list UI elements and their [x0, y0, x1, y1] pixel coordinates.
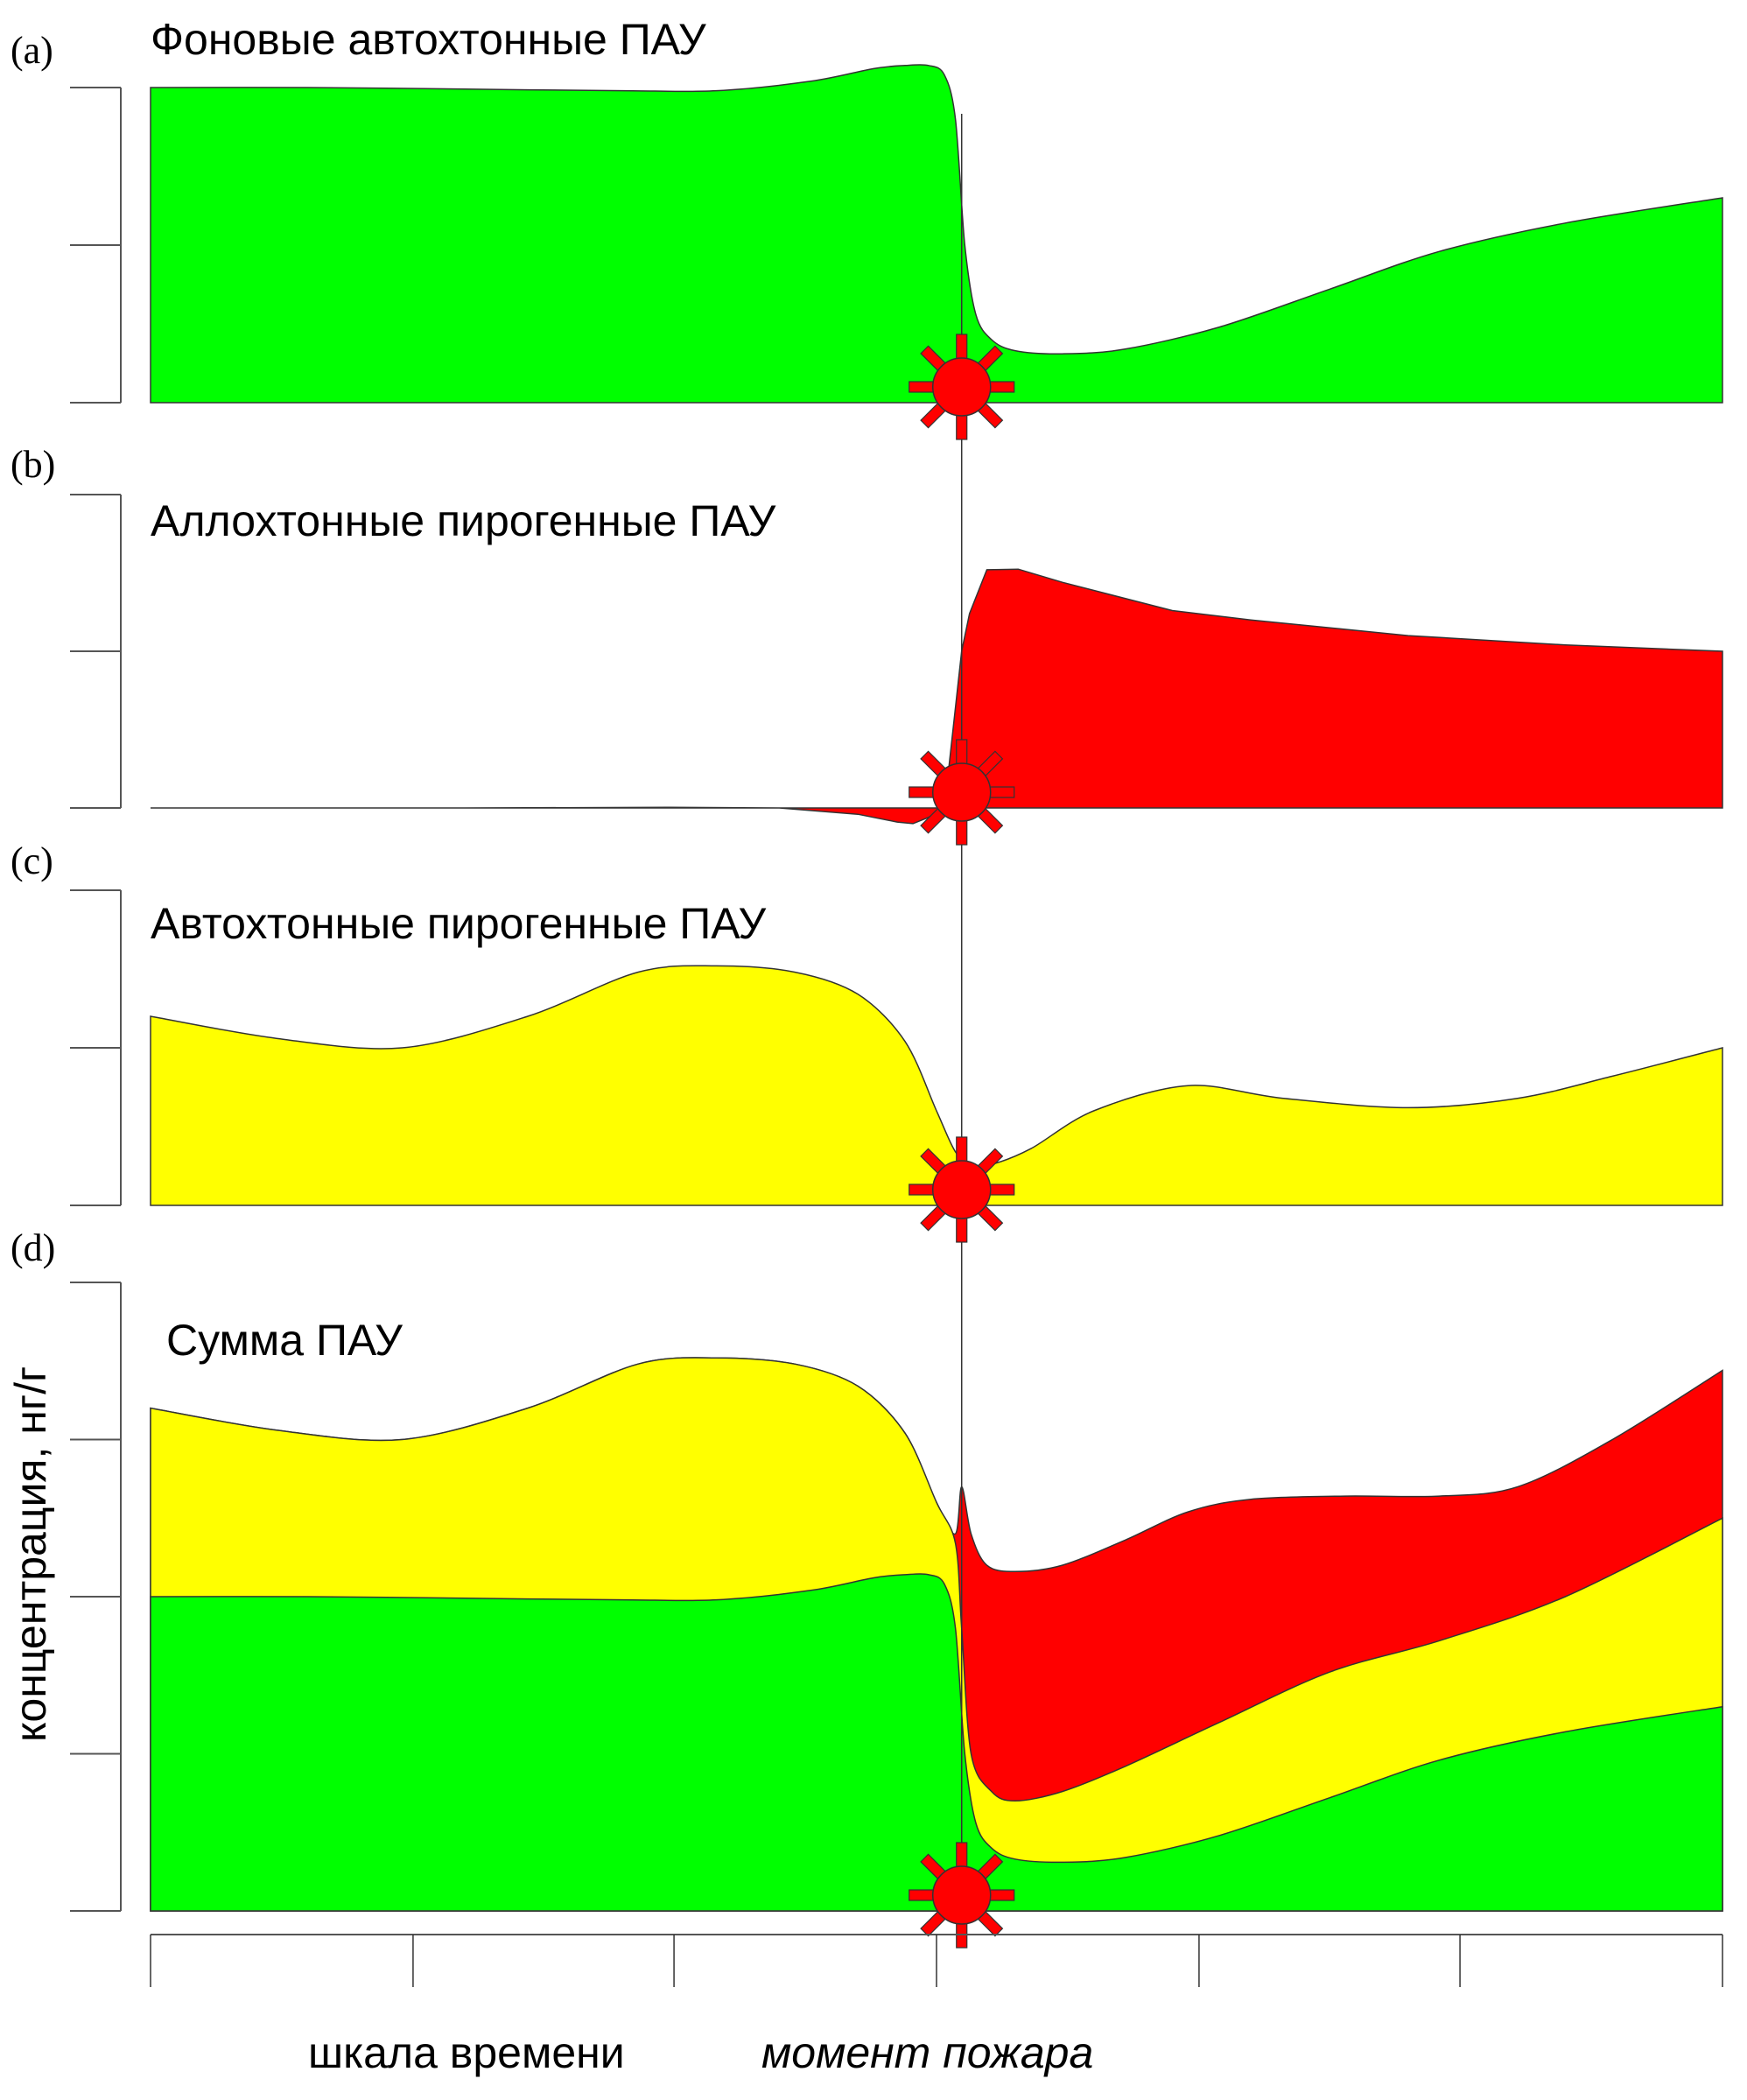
panel-label-c: (c): [11, 839, 53, 882]
x-axis-ticks: [150, 1935, 1723, 1987]
panel-label-b: (b): [11, 443, 55, 486]
x-axis: [150, 1934, 1723, 1987]
panel-label-d: (d): [11, 1226, 55, 1269]
x-axis-label: шкала времени: [308, 2028, 625, 2077]
y-axis-label: концентрация, нг/г: [6, 1366, 55, 1742]
panel-title-b: Аллохтонные пирогенные ПАУ: [151, 496, 775, 545]
panel-d: (d) Сумма ПАУ: [11, 1226, 1723, 1912]
panel-c: (c) Автохтонные пирогенные ПАУ: [11, 839, 1723, 1206]
panel-b: (b) Аллохтонные пирогенные ПАУ: [11, 443, 1723, 825]
area-series-c-0: [150, 965, 1723, 1206]
area-series-b-0: [151, 568, 1723, 825]
panel-a: (a) Фоновые автохтонные ПАУ: [11, 15, 1723, 404]
panel-title-a: Фоновые автохтонные ПАУ: [151, 15, 706, 64]
panels-layer: (a) Фоновые автохтонные ПАУ (b) Аллохтонные…: [11, 15, 1723, 1912]
fire-moment-label: момент пожара: [761, 2028, 1093, 2077]
fire-core: [931, 357, 992, 417]
fire-core: [931, 1160, 992, 1219]
fire-markers-layer: [909, 334, 1015, 1949]
panel-label-a: (a): [11, 29, 53, 72]
fire-core: [931, 1865, 992, 1925]
panel-title-d: Сумма ПАУ: [166, 1316, 403, 1365]
fire-marker-icon: [909, 334, 1015, 440]
fire-marker-icon: [909, 1842, 1015, 1949]
fire-core: [931, 762, 992, 822]
fire-marker-icon: [909, 739, 1015, 846]
fire-marker-icon: [909, 1136, 1015, 1243]
area-series-d-0: [150, 1573, 1723, 1912]
panel-title-c: Автохтонные пирогенные ПАУ: [151, 899, 766, 948]
area-series-a-0: [150, 64, 1723, 404]
